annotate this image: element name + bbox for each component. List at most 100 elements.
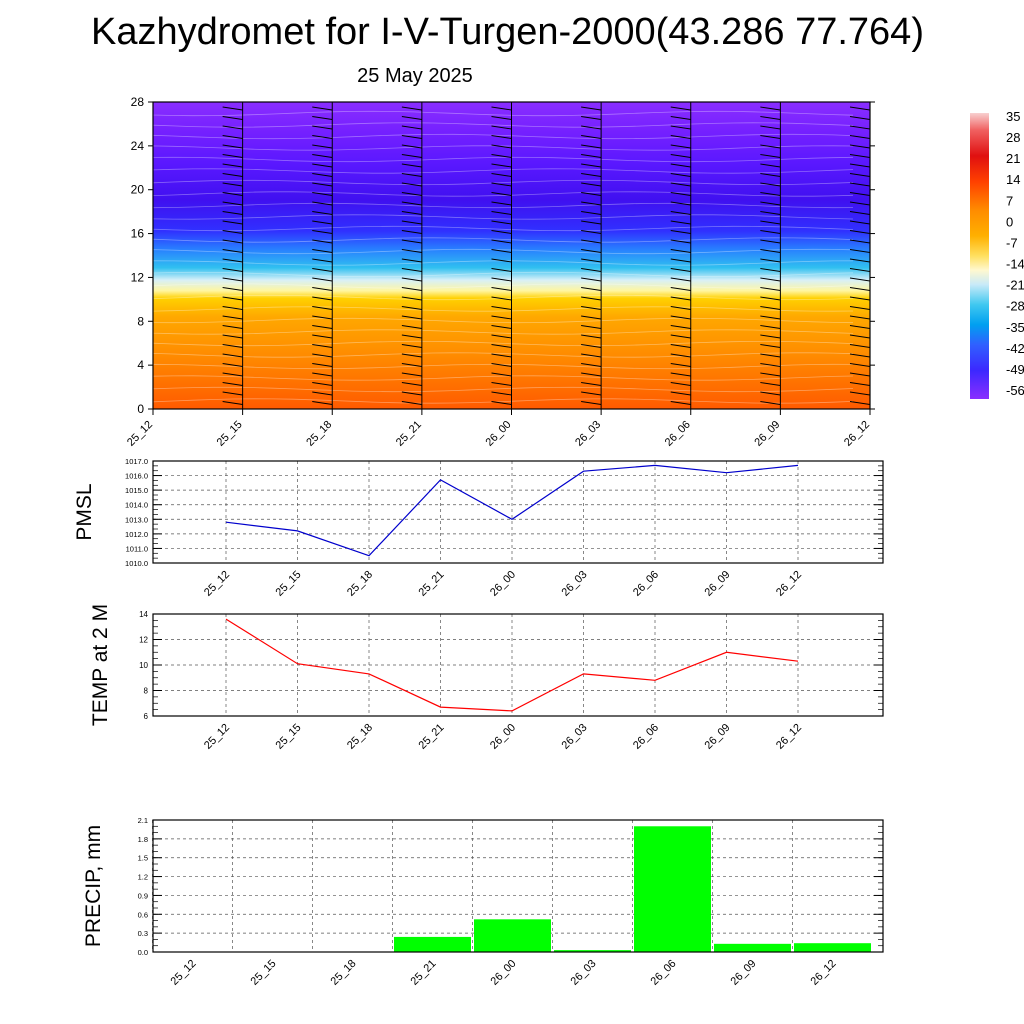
wind-barb	[760, 106, 781, 111]
y-tick-label: 12	[131, 270, 145, 284]
x-tick-label: 25_21	[417, 569, 447, 599]
contour-line	[153, 294, 854, 301]
y-tick-label: 1.8	[138, 835, 148, 844]
wind-barb	[849, 144, 870, 149]
wind-barb	[312, 363, 333, 367]
wind-barb	[670, 201, 691, 206]
wind-barb	[760, 239, 781, 244]
wind-barb	[670, 230, 691, 234]
y-tick-label: 1016.0	[125, 472, 148, 481]
wind-barb	[401, 154, 422, 158]
wind-barb	[670, 325, 691, 329]
x-tick-label: 25_18	[345, 722, 375, 752]
wind-barb	[222, 344, 243, 348]
wind-barb	[581, 192, 602, 196]
wind-barb	[670, 116, 691, 120]
wind-barb	[849, 192, 870, 196]
wind-barb	[849, 239, 870, 244]
series-line	[225, 618, 799, 712]
pmsl-panel: 1010.0 1011.0 1012.0 1013.0 1014.0 1015.0 1016…	[73, 457, 884, 599]
y-tick-label: 1011.0	[126, 544, 148, 553]
wind-barb	[581, 249, 602, 253]
colorbar-label: 21	[1006, 151, 1020, 166]
wind-barb	[849, 106, 870, 111]
wind-barb	[849, 363, 870, 367]
wind-barb	[312, 334, 333, 339]
x-tick-label: 26_12	[842, 419, 872, 449]
wind-barb	[760, 182, 781, 187]
wind-barb	[670, 173, 691, 177]
wind-barb	[581, 306, 602, 310]
contour-line	[153, 386, 854, 393]
wind-barb	[491, 116, 512, 120]
wind-barb	[670, 363, 691, 367]
wind-barb	[760, 391, 781, 396]
wind-barb	[760, 135, 781, 139]
wind-barb	[670, 334, 691, 339]
wind-barb	[849, 277, 870, 282]
wind-barb	[153, 299, 154, 300]
wind-barb	[581, 382, 602, 386]
series-line	[225, 464, 799, 557]
precip-bar	[714, 943, 791, 952]
wind-barb	[760, 325, 781, 329]
contour-line	[153, 317, 854, 324]
wind-barb	[581, 220, 602, 225]
wind-barb	[222, 391, 243, 396]
wind-barb	[760, 163, 781, 168]
wind-barb	[401, 192, 422, 196]
x-tick-label: 26_09	[729, 958, 759, 988]
wind-barb	[401, 296, 422, 301]
wind-barb	[581, 211, 602, 215]
x-tick-label: 26_06	[631, 569, 661, 599]
contour-line	[153, 145, 854, 151]
colorbar-bar	[970, 113, 989, 399]
chart-subtitle: 25 May 2025	[357, 65, 473, 87]
precip-bar	[474, 919, 551, 952]
wind-barb	[581, 268, 602, 272]
wind-barb	[581, 372, 602, 377]
wind-barb	[153, 356, 154, 357]
wind-barb	[670, 268, 691, 272]
wind-barb	[153, 223, 154, 224]
wind-barb	[153, 394, 154, 395]
wind-barb	[670, 296, 691, 301]
y-axis-label: PRECIP, mm	[82, 825, 105, 947]
x-tick-label: 25_15	[215, 419, 245, 449]
wind-barb	[491, 325, 512, 329]
wind-barb	[581, 344, 602, 348]
colorbar-label: 7	[1006, 193, 1013, 208]
wind-barb	[581, 353, 602, 358]
y-axis-label: PMSL	[73, 483, 96, 540]
wind-barb	[222, 230, 243, 234]
wind-barb	[849, 173, 870, 177]
wind-barb	[222, 382, 243, 386]
wind-barb	[401, 268, 422, 272]
y-tick-label: 24	[131, 139, 145, 153]
wind-barb	[760, 211, 781, 215]
wind-barb	[222, 239, 243, 244]
wind-barb	[760, 116, 781, 120]
wind-barb	[153, 119, 154, 120]
wind-barb	[581, 239, 602, 244]
wind-barb	[760, 353, 781, 358]
colorbar-label: -14	[1006, 257, 1024, 272]
x-tick-label: 25_21	[394, 419, 424, 449]
wind-barb	[849, 287, 870, 291]
wind-barb	[153, 290, 154, 291]
wind-barb	[312, 277, 333, 282]
wind-barb	[760, 144, 781, 149]
wind-barb	[670, 249, 691, 253]
wind-barb	[670, 287, 691, 291]
x-tick-label: 26_09	[752, 419, 782, 449]
wind-barb	[312, 239, 333, 244]
wind-barb	[222, 201, 243, 206]
wind-barb	[401, 135, 422, 139]
wind-barb	[401, 144, 422, 149]
wind-barb	[849, 125, 870, 130]
colorbar-label: -56	[1006, 383, 1024, 398]
wind-barb	[581, 116, 602, 120]
x-tick-label: 25_18	[304, 419, 334, 449]
wind-barb	[849, 220, 870, 225]
wind-barb	[222, 125, 243, 130]
